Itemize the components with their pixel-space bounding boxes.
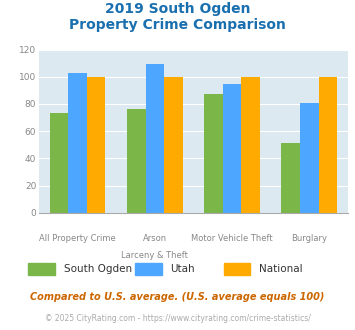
Bar [164, 77, 183, 213]
Bar [282, 144, 300, 213]
Bar [318, 77, 337, 213]
Bar [300, 103, 318, 213]
Bar [87, 77, 105, 213]
Text: Compared to U.S. average. (U.S. average equals 100): Compared to U.S. average. (U.S. average … [30, 292, 325, 302]
Bar [146, 64, 164, 213]
Text: Property Crime Comparison: Property Crime Comparison [69, 18, 286, 32]
Text: National: National [259, 264, 303, 274]
Bar [50, 114, 69, 213]
Text: Motor Vehicle Theft: Motor Vehicle Theft [191, 234, 273, 243]
Bar [223, 83, 241, 213]
Text: 2019 South Ogden: 2019 South Ogden [105, 2, 250, 16]
Text: All Property Crime: All Property Crime [39, 234, 116, 243]
Text: Burglary: Burglary [291, 234, 327, 243]
Bar [127, 109, 146, 213]
Bar [69, 73, 87, 213]
Text: Arson: Arson [143, 234, 167, 243]
Text: Larceny & Theft: Larceny & Theft [121, 251, 188, 260]
Text: © 2025 CityRating.com - https://www.cityrating.com/crime-statistics/: © 2025 CityRating.com - https://www.city… [45, 314, 310, 323]
Bar [204, 94, 223, 213]
Bar [241, 77, 260, 213]
Text: South Ogden: South Ogden [64, 264, 132, 274]
Text: Utah: Utah [170, 264, 195, 274]
